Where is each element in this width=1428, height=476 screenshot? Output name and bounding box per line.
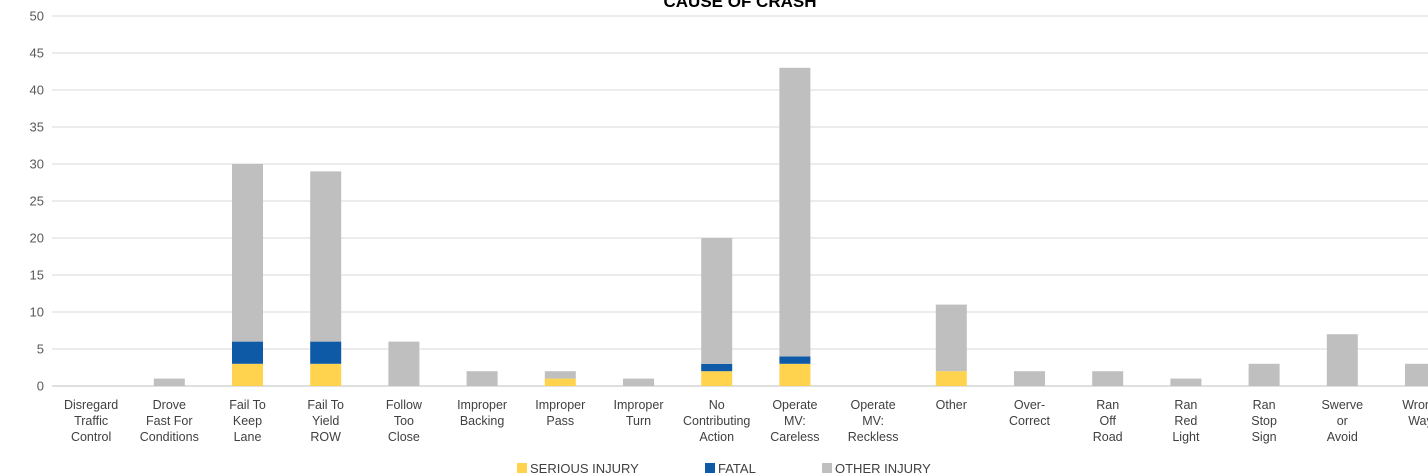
y-tick-label: 0 (37, 379, 44, 394)
bar-other-injury (388, 341, 420, 386)
x-category-label: Ran Off Road (1093, 398, 1123, 444)
y-tick-label: 10 (30, 305, 44, 320)
bar-other-injury (1326, 334, 1358, 386)
y-tick-label: 50 (30, 9, 44, 24)
x-category-label: Fail To Keep Lane (229, 398, 266, 444)
y-tick-label: 40 (30, 83, 44, 98)
x-category-label: Other (936, 398, 967, 412)
legend-label: OTHER INJURY (835, 461, 931, 476)
x-axis-category-labels: Disregard Traffic Control Drove Fast For Cond… (64, 398, 1428, 444)
bar-fatal (701, 363, 733, 372)
bar-other-injury (935, 304, 967, 372)
bar-fatal (232, 341, 263, 364)
x-category-label: Operate MV: Careless (770, 398, 819, 444)
y-tick-label: 20 (30, 231, 44, 246)
x-category-label: Swerve or Avoid (1321, 398, 1363, 444)
legend-label: FATAL (718, 461, 756, 476)
x-category-label: Ran Red Light (1172, 398, 1200, 444)
y-tick-label: 5 (37, 342, 44, 357)
bar-other-injury (310, 171, 342, 342)
bar-fatal (779, 356, 811, 364)
bar-other-injury (544, 371, 576, 379)
bar-serious-injury (232, 363, 263, 386)
bar-serious-injury (310, 363, 342, 386)
x-category-label: Follow Too Close (386, 398, 423, 444)
legend-swatch (517, 463, 527, 473)
bar-other-injury (1014, 371, 1045, 386)
y-tick-label: 45 (30, 46, 44, 61)
x-category-label: Over-Correct (1009, 398, 1051, 428)
bar-other-injury (1092, 371, 1124, 386)
legend: SERIOUS INJURY FATAL OTHER INJURY (517, 461, 931, 476)
bar-serious-injury (779, 363, 811, 386)
bar-other-injury (1405, 363, 1428, 386)
y-tick-label: 25 (30, 194, 44, 209)
x-category-label: Disregard Traffic Control (64, 398, 118, 444)
bar-other-injury (701, 238, 733, 364)
bar-serious-injury (701, 371, 733, 386)
x-category-label: Improper Turn (613, 398, 663, 428)
x-category-label: Improper Backing (457, 398, 507, 428)
bar-other-injury (779, 67, 811, 357)
x-category-label: Drove Fast For Conditions (140, 398, 199, 444)
y-tick-label: 30 (30, 157, 44, 172)
x-category-label: No Contributing Action (683, 398, 750, 444)
legend-swatch (822, 463, 832, 473)
bar-other-injury (1248, 363, 1280, 386)
y-tick-label: 35 (30, 120, 44, 135)
gridlines (52, 15, 1428, 387)
x-category-label: Ran Stop Sign (1251, 398, 1277, 444)
bar-other-injury (466, 371, 498, 386)
x-category-label: Improper Pass (535, 398, 585, 428)
x-category-label: WrongWay (1402, 398, 1428, 428)
bar-fatal (310, 341, 342, 364)
bar-serious-injury (544, 378, 576, 386)
bar-other-injury (1170, 378, 1202, 386)
x-category-label: Fail To Yield ROW (307, 398, 344, 444)
x-category-label: Operate MV: Reckless (848, 398, 899, 444)
bar-other-injury (153, 378, 185, 386)
bars (153, 67, 1428, 386)
y-axis-tick-labels: 0 5 10 15 20 25 30 35 40 45 50 (30, 9, 44, 394)
y-tick-label: 15 (30, 268, 44, 283)
legend-swatch (705, 463, 715, 473)
bar-serious-injury (935, 371, 967, 386)
bar-other-injury (232, 164, 263, 342)
legend-label: SERIOUS INJURY (530, 461, 639, 476)
bar-other-injury (623, 378, 654, 386)
chart-title: CAUSE OF CRASH (663, 0, 816, 11)
